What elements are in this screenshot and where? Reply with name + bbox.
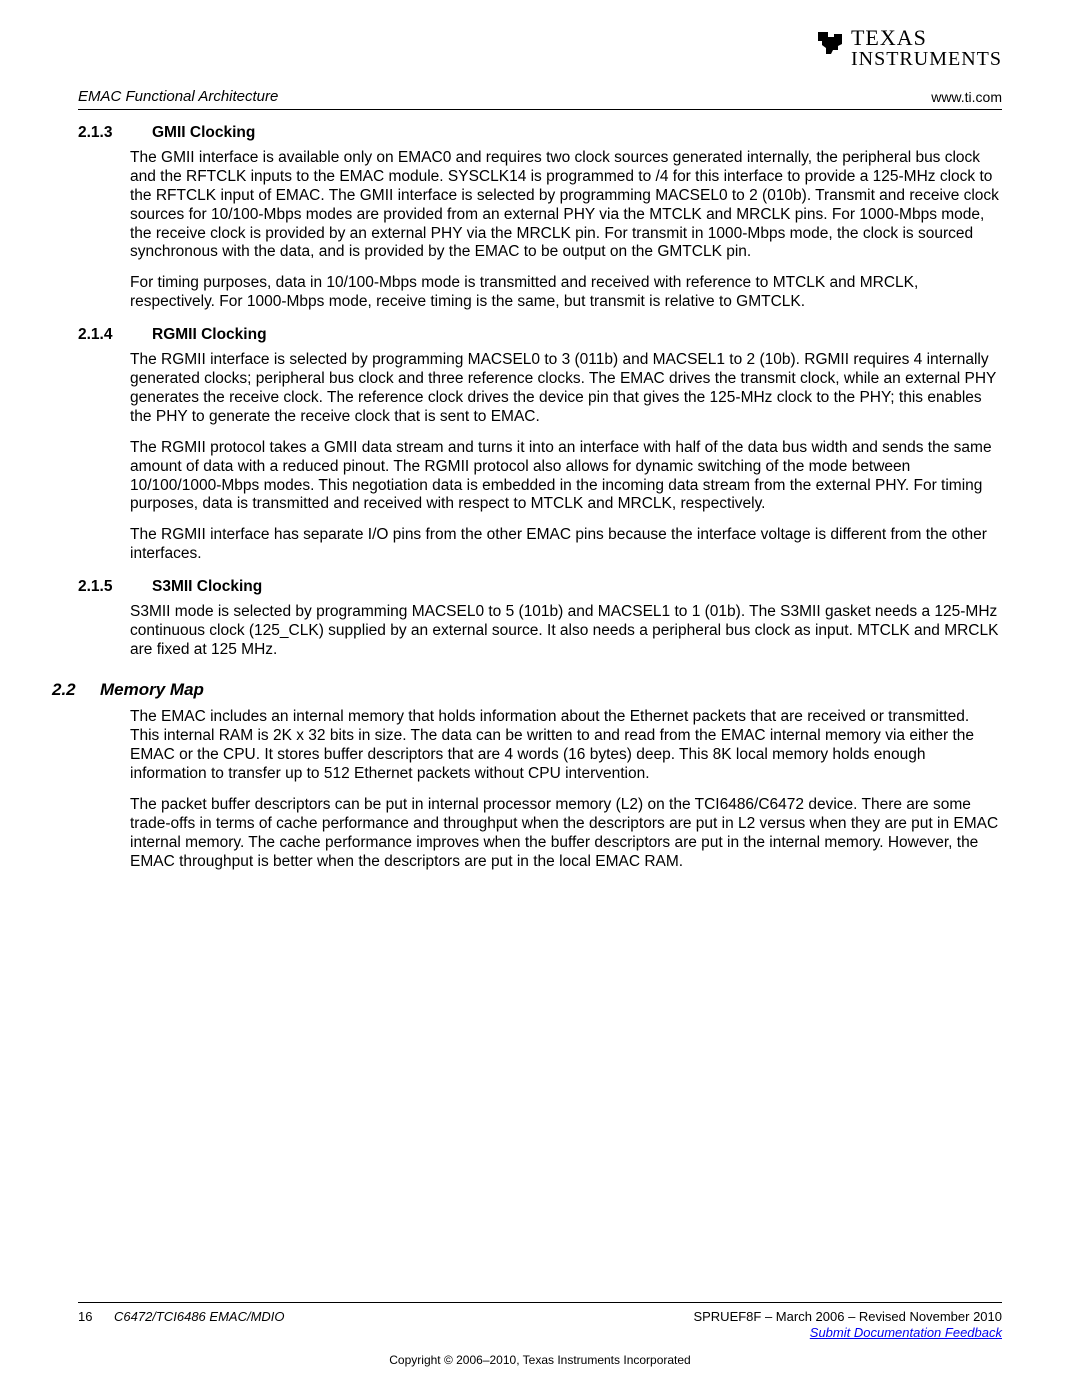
ti-logo-line2: INSTRUMENTS <box>851 49 1002 70</box>
page-footer: 16C6472/TCI6486 EMAC/MDIO SPRUEF8F – Mar… <box>78 1302 1002 1368</box>
copyright-line: Copyright © 2006–2010, Texas Instruments… <box>78 1353 1002 1367</box>
section-title: S3MII Clocking <box>152 578 262 595</box>
paragraph: The packet buffer descriptors can be put… <box>130 796 1002 872</box>
header-rule <box>78 109 1002 110</box>
page-number: 16 <box>78 1309 114 1324</box>
page: TEXAS INSTRUMENTS EMAC Functional Archit… <box>0 0 1080 1397</box>
section-title: GMII Clocking <box>152 124 255 141</box>
heading-2-1-3: 2.1.3GMII Clocking <box>78 124 1002 143</box>
heading-2-2: 2.2Memory Map <box>52 680 1002 701</box>
paragraph: The RGMII interface is selected by progr… <box>130 351 1002 427</box>
running-header: EMAC Functional Architecture www.ti.com <box>78 88 1002 105</box>
footer-left: 16C6472/TCI6486 EMAC/MDIO <box>78 1309 285 1342</box>
paragraph: S3MII mode is selected by programming MA… <box>130 603 1002 660</box>
section-title: Memory Map <box>100 680 204 699</box>
ti-chip-icon <box>815 26 845 56</box>
ti-logo: TEXAS INSTRUMENTS <box>815 26 1002 70</box>
heading-2-1-4: 2.1.4RGMII Clocking <box>78 326 1002 345</box>
section-number: 2.2 <box>52 680 100 701</box>
section-number: 2.1.5 <box>78 578 152 597</box>
section-title: RGMII Clocking <box>152 326 267 343</box>
paragraph: The GMII interface is available only on … <box>130 149 1002 262</box>
paragraph: The EMAC includes an internal memory tha… <box>130 708 1002 784</box>
header-section-title: EMAC Functional Architecture <box>78 88 278 105</box>
ti-logo-text: TEXAS INSTRUMENTS <box>851 26 1002 70</box>
section-number: 2.1.4 <box>78 326 152 345</box>
footer-rule <box>78 1302 1002 1303</box>
header-url: www.ti.com <box>931 89 1002 105</box>
footer-right: SPRUEF8F – March 2006 – Revised November… <box>693 1309 1002 1342</box>
heading-2-1-5: 2.1.5S3MII Clocking <box>78 578 1002 597</box>
paragraph: For timing purposes, data in 10/100-Mbps… <box>130 274 1002 312</box>
submit-feedback-link[interactable]: Submit Documentation Feedback <box>810 1325 1002 1340</box>
body-content: 2.1.3GMII Clocking The GMII interface is… <box>78 124 1002 872</box>
doc-title: C6472/TCI6486 EMAC/MDIO <box>114 1309 285 1324</box>
section-number: 2.1.3 <box>78 124 152 143</box>
paragraph: The RGMII interface has separate I/O pin… <box>130 526 1002 564</box>
paragraph: The RGMII protocol takes a GMII data str… <box>130 439 1002 515</box>
pub-line: SPRUEF8F – March 2006 – Revised November… <box>693 1309 1002 1325</box>
ti-logo-line1: TEXAS <box>851 26 1002 49</box>
